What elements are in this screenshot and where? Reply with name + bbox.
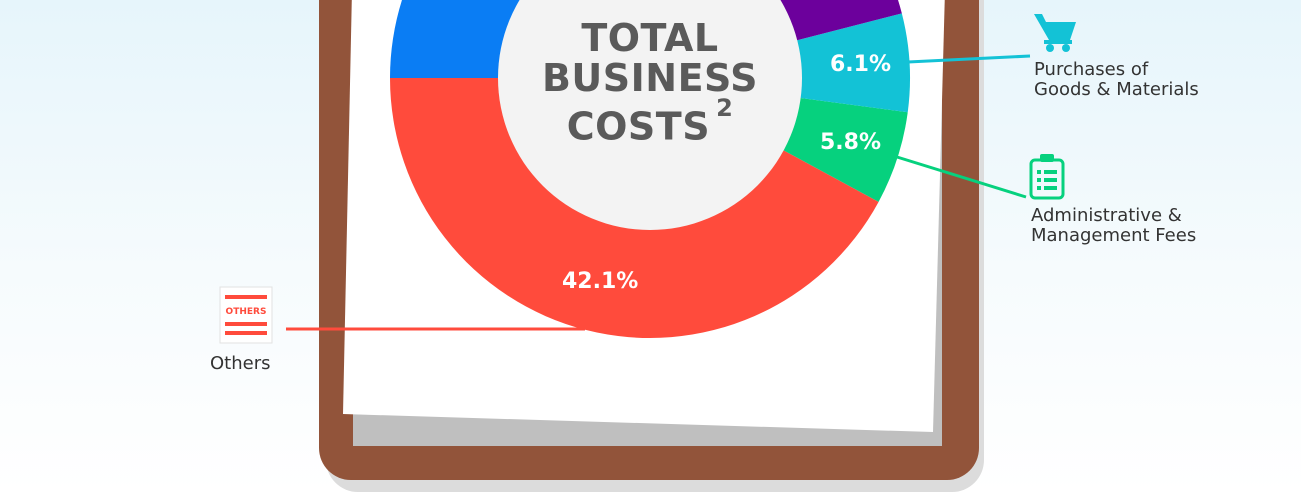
center-title-line-3: COSTS 2 <box>510 94 790 149</box>
legend-purchases-line-1: Purchases of <box>1034 59 1149 80</box>
center-title-line-3-text: COSTS <box>566 104 711 149</box>
donut-center <box>498 0 802 230</box>
purchases-leader-line <box>907 54 1031 64</box>
legend-purchases: Purchases of Goods & Materials <box>1034 60 1199 100</box>
clipboard-icon <box>1029 154 1065 200</box>
legend-admin-line-1: Administrative & <box>1031 205 1182 226</box>
legend-admin: Administrative & Management Fees <box>1031 206 1196 246</box>
slice-label-others: 42.1% <box>562 269 639 294</box>
center-title-line-1: TOTAL <box>581 16 719 60</box>
slice-label-purchases: 6.1% <box>830 52 892 77</box>
admin-leader-line <box>896 155 1027 199</box>
center-title-footnote: 2 <box>716 94 734 122</box>
others-receipt-icon: OTHERS <box>219 286 273 344</box>
legend-others: Others <box>210 354 271 374</box>
legend-admin-line-2: Management Fees <box>1031 225 1197 246</box>
svg-text:OTHERS: OTHERS <box>226 307 267 317</box>
slice-label-admin: 5.8% <box>820 130 882 155</box>
chart-center-title: TOTAL BUSINESS COSTS 2 <box>510 18 790 147</box>
legend-purchases-line-2: Goods & Materials <box>1034 79 1199 100</box>
legend-others-line-1: Others <box>210 353 271 374</box>
center-title-line-2: BUSINESS <box>541 56 759 100</box>
shopping-cart-icon <box>1034 14 1076 52</box>
